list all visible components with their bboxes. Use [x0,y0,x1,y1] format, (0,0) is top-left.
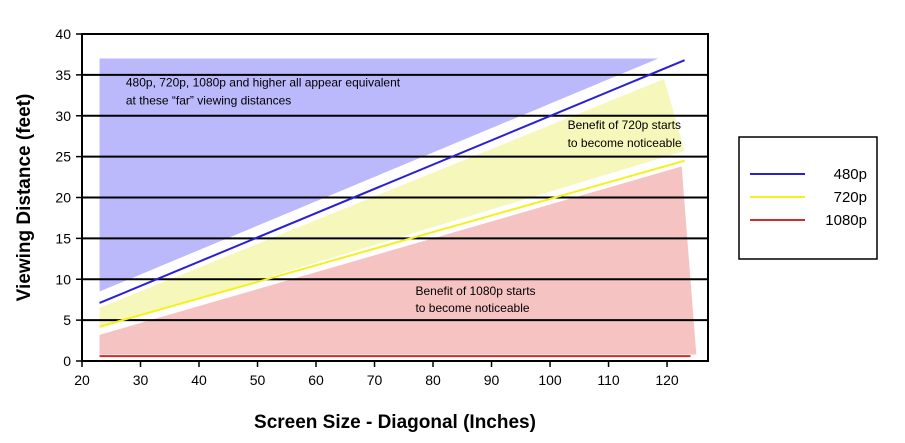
y-tick-label-0: 0 [63,353,71,369]
gridlines [82,73,708,322]
y-tick-label-15: 15 [55,230,71,246]
legend-label-720p: 720p [834,189,867,206]
annotations: 480p, 720p, 1080p and higher all appear … [126,75,682,315]
annotation-1-line-0: Benefit of 720p starts [568,118,681,132]
x-tick-label-60: 60 [308,372,324,388]
series-line-720p [99,159,685,328]
regions-layer [99,58,697,355]
annotation-0-line-1: at these “far” viewing distances [126,93,291,107]
legend-label-1080p: 1080p [825,212,867,229]
region-0 [99,58,659,292]
region-1 [99,78,685,329]
x-axis-title: Screen Size - Diagonal (Inches) [254,412,536,433]
legend-label-480p: 480p [834,166,867,183]
x-tick-label-20: 20 [74,372,90,388]
y-tick-label-30: 30 [55,108,71,124]
series-line-480p [99,59,685,304]
x-tick-label-120: 120 [655,372,679,388]
x-tick-label-50: 50 [250,372,266,388]
annotation-2-line-1: to become noticeable [415,301,529,315]
annotation-0-line-0: 480p, 720p, 1080p and higher all appear … [126,75,401,89]
series-lines [99,59,691,358]
annotation-2-line-0: Benefit of 1080p starts [415,284,535,298]
y-tick-label-25: 25 [55,149,71,165]
y-tick-label-5: 5 [63,312,71,328]
y-tick-label-35: 35 [55,67,71,83]
region-2 [99,166,697,355]
x-tick-label-70: 70 [367,372,383,388]
x-tick-label-40: 40 [191,372,207,388]
y-axis-title: Viewing Distance (feet) [14,94,35,302]
x-tick-label-30: 30 [133,372,149,388]
y-tick-label-40: 40 [55,26,71,42]
x-tick-label-100: 100 [538,372,562,388]
annotation-1-line-1: to become noticeable [568,136,682,150]
y-tick-label-20: 20 [55,190,71,206]
x-tick-label-80: 80 [425,372,441,388]
x-tick-label-110: 110 [597,372,620,388]
axis-ticks: 20 30 40 50 60 70 80 90 100 110 120 0 5 10 15 20 25 30 35 4… [55,26,679,388]
y-tick-label-10: 10 [55,271,71,287]
legend: 480p 720p 1080p [738,136,878,260]
x-tick-label-90: 90 [484,372,500,388]
